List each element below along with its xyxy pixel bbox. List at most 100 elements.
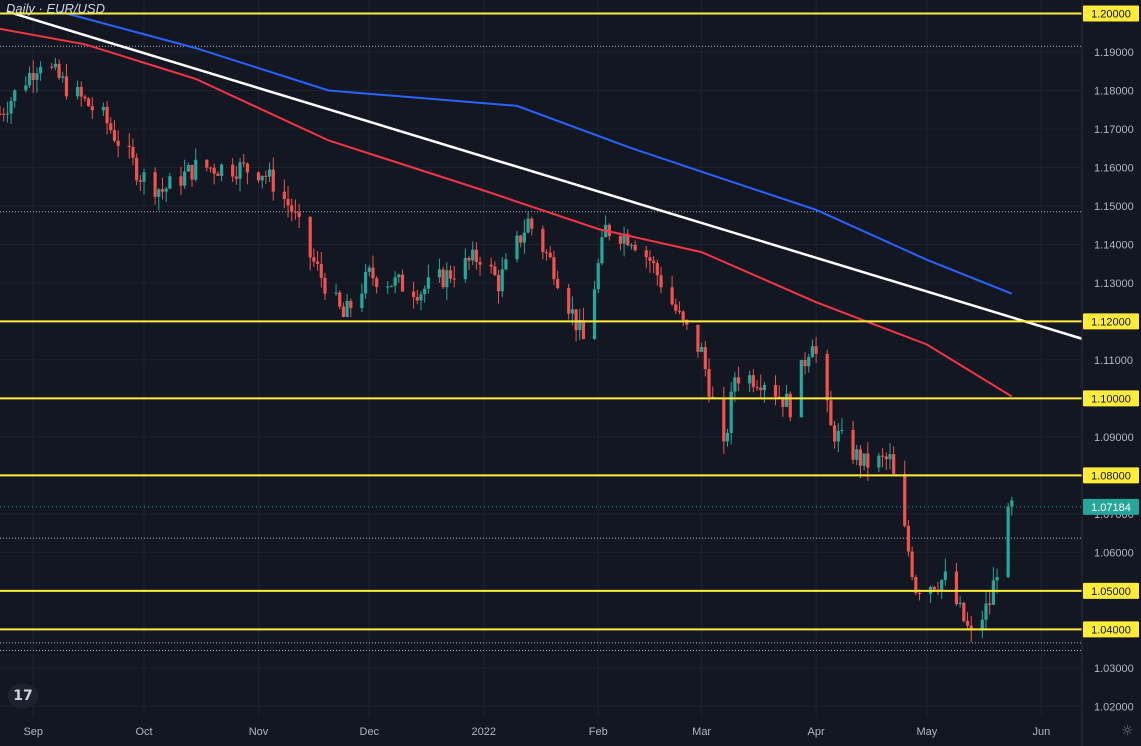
candle-body-195 [1006,506,1010,578]
y-tick-label-17: 1.03000 [1094,663,1134,675]
candle-43 [216,171,220,176]
candle-12 [57,59,61,80]
candle-92 [471,241,475,266]
candle-84 [426,264,430,294]
candle-194 [995,568,999,594]
candle-116 [596,258,600,294]
candle-178 [914,574,918,595]
candle-36 [183,159,187,189]
dotted-levels [0,45,1082,652]
candle-body-62 [315,261,320,264]
candle-76 [389,285,394,288]
candle-body-164 [840,429,844,431]
candle-body-4 [13,90,17,101]
candle-183 [940,579,944,599]
candle-body-6 [27,72,32,86]
candle-117 [600,229,604,266]
candle-53 [267,162,272,183]
candle-113 [578,308,582,341]
candle-15 [75,80,80,100]
candle-body-49 [245,163,250,173]
candle-11 [53,57,57,71]
candle-body-98 [500,269,504,292]
horizontal-levels [0,12,1082,631]
candle-body-110 [567,288,571,314]
level-badge-0-text: 1.20000 [1091,8,1131,20]
candle-body-5 [24,85,28,91]
candle-body-135 [696,324,700,352]
candle-97 [496,269,501,304]
candle-64 [323,272,327,301]
candle-body-189 [969,625,973,631]
candle-100 [515,230,519,263]
candle-body-162 [832,425,837,442]
candle-body-167 [858,449,863,466]
tradingview-logo-icon[interactable]: 17 [8,684,38,708]
candle-body-177 [910,551,914,578]
candle-body-153 [784,393,789,407]
candle-93 [474,242,478,270]
candle-124 [633,240,637,252]
candle-body-47 [238,162,242,179]
candle-143 [733,372,737,403]
candle-33 [164,187,168,203]
candle-body-160 [825,353,829,401]
candle-body-86 [441,269,445,288]
trendline[interactable] [7,10,1083,340]
candle-160 [825,349,829,413]
candle-153 [784,384,789,407]
candle-114 [581,307,586,340]
candle-120 [618,232,622,251]
candle-150 [773,375,778,406]
level-badge-1-text: 1.12000 [1091,316,1131,328]
candle-161 [829,390,833,426]
candle-body-173 [888,454,892,460]
candle-body-113 [578,320,582,331]
candle-body-124 [633,244,637,251]
candle-body-12 [57,63,61,78]
x-tick-label-1: Oct [135,726,152,738]
time-axis[interactable] [0,716,1082,746]
candle-body-192 [988,603,992,605]
candle-102 [522,219,526,254]
x-tick-label-4: 2022 [472,726,496,738]
candle-body-166 [855,449,859,460]
moving-average-1 [0,27,1013,398]
candle-body-161 [829,400,833,426]
y-tick-label-4: 1.16000 [1094,162,1134,174]
candle-body-148 [759,387,763,391]
candle-69 [349,298,353,317]
candle-108 [552,250,556,286]
candle-body-133 [681,311,685,321]
candle-body-15 [75,86,80,97]
candle-body-111 [570,309,574,314]
candle-body-0 [0,113,2,115]
candle-body-24 [116,140,120,146]
candle-body-136 [700,347,704,352]
candle-175 [903,460,907,528]
candle-20 [101,102,105,117]
chart-title: Daily · EUR/USD [6,1,105,16]
candle-10 [50,63,54,70]
level-badge-1: 1.12000 [1083,313,1139,330]
y-tick-label-9: 1.11000 [1094,355,1133,367]
candle-body-11 [53,63,57,68]
candle-106 [544,249,549,261]
x-tick-label-6: Mar [692,726,711,738]
candle-body-123 [629,244,634,246]
candle-51 [260,175,264,189]
candle-123 [629,242,634,250]
candle-156 [803,352,807,375]
candle-24 [116,130,120,158]
candle-148 [759,374,763,399]
candle-190 [980,610,984,639]
candle-159 [814,336,818,364]
candle-142 [729,382,733,445]
candle-body-149 [762,384,767,391]
level-badge-3-text: 1.08000 [1091,470,1131,482]
candle-70 [360,283,364,313]
candle-body-147 [755,387,759,389]
settings-gear-icon[interactable]: ☼ [1121,723,1134,739]
candle-127 [652,255,656,274]
